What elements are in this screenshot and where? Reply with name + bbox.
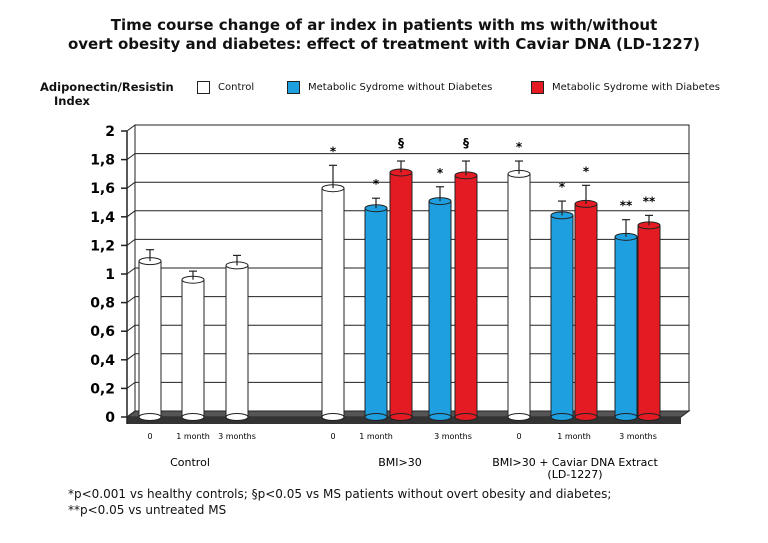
- bar-base: [507, 413, 531, 421]
- significance-marker: §: [398, 136, 404, 150]
- bar-base: [574, 413, 598, 421]
- y-tick-label: 1,2: [90, 238, 115, 254]
- gridline-side: [126, 353, 136, 361]
- legend-label-ms-with-diabetes: Metabolic Sydrome with Diabetes: [552, 81, 721, 93]
- bar-ms-without-diabetes: [614, 236, 638, 418]
- y-tick-label: 0,4: [90, 353, 115, 369]
- gridline-side: [126, 124, 136, 132]
- significance-marker: *: [516, 140, 523, 154]
- legend-item-control: Control: [197, 80, 254, 94]
- x-subgroup-label: 3 months: [218, 432, 256, 441]
- bar-base: [364, 413, 388, 421]
- bar-base: [389, 413, 413, 421]
- bar-base: [181, 413, 205, 421]
- chart-title: Time course change of ar index in patien…: [0, 16, 768, 54]
- bar-control: [138, 260, 162, 418]
- significance-marker: *: [330, 144, 337, 158]
- y-tick-label: 2: [105, 124, 115, 140]
- bar-base: [550, 413, 574, 421]
- y-tick-label: 0,2: [90, 381, 115, 397]
- gridline-side: [126, 181, 136, 189]
- x-subgroup-label: 3 months: [434, 432, 472, 441]
- bar-ms-with-diabetes: [637, 224, 661, 418]
- significance-marker: **: [643, 194, 656, 208]
- bar-base: [321, 413, 345, 421]
- y-axis-label: Adiponectin/Resistin Index: [40, 80, 190, 108]
- x-subgroup-label: 0: [516, 432, 521, 441]
- legend-swatch-ms-with-diabetes: [531, 80, 544, 94]
- y-tick-label: 0,8: [90, 296, 115, 312]
- significance-marker: *: [559, 180, 566, 194]
- x-subgroup-label: 1 month: [359, 432, 393, 441]
- x-subgroup-label: 1 month: [557, 432, 591, 441]
- y-tick-label: 1: [105, 267, 115, 283]
- bar-base: [138, 413, 162, 421]
- x-group-label: Control: [170, 456, 210, 469]
- bar-base: [614, 413, 638, 421]
- legend-item-ms-with-diabetes: Metabolic Sydrome with Diabetes: [531, 80, 720, 94]
- bar-ms-with-diabetes: [454, 174, 478, 418]
- bar-ms-without-diabetes: [364, 207, 388, 418]
- chart-title-line-1: Time course change of ar index in patien…: [110, 16, 658, 34]
- bar-ms-without-diabetes: [550, 214, 574, 418]
- bar-base: [637, 413, 661, 421]
- x-subgroup-label: 1 month: [176, 432, 210, 441]
- bar-ms-with-diabetes: [574, 203, 598, 418]
- bar-control: [507, 173, 531, 418]
- gridline-side: [126, 324, 136, 332]
- y-tick-label: 0: [105, 410, 115, 426]
- gridline-side: [126, 238, 136, 246]
- gridline-side: [126, 296, 136, 304]
- x-subgroup-label: 0: [147, 432, 152, 441]
- bar-ms-without-diabetes: [428, 200, 452, 418]
- gridline-side: [126, 267, 136, 275]
- bar-control: [225, 264, 249, 418]
- legend-swatch-ms-without-diabetes: [287, 80, 300, 94]
- significance-marker: **: [620, 199, 633, 213]
- significance-marker: *: [373, 177, 380, 191]
- footnote-line-1: *p<0.001 vs healthy controls; §p<0.05 vs…: [68, 487, 612, 501]
- significance-marker: §: [463, 136, 469, 150]
- y-tick-label: 0,6: [90, 324, 115, 340]
- y-tick-label: 1,6: [90, 181, 115, 197]
- x-subgroup-label: 0: [330, 432, 335, 441]
- gridline-side: [126, 381, 136, 389]
- gridline-side: [126, 153, 136, 161]
- y-axis-label-line-1: Adiponectin/Resistin: [40, 80, 174, 94]
- gridline-side: [126, 210, 136, 218]
- legend-swatch-control: [197, 80, 210, 94]
- bar-base: [225, 413, 249, 421]
- bar-ms-with-diabetes: [389, 171, 413, 418]
- x-subgroup-label: 3 months: [619, 432, 657, 441]
- bar-control: [321, 187, 345, 418]
- significance-marker: *: [583, 164, 590, 178]
- chart-title-line-2: overt obesity and diabetes: effect of tr…: [67, 35, 701, 53]
- x-group-label: BMI>30: [378, 456, 422, 469]
- bar-control: [181, 279, 205, 418]
- x-group-label: (LD-1227): [547, 468, 602, 481]
- bar-base: [428, 413, 452, 421]
- significance-marker: *: [437, 166, 444, 180]
- gridline-side: [126, 410, 136, 418]
- legend-label-ms-without-diabetes: Metabolic Sydrome without Diabetes: [308, 81, 493, 93]
- footnote-line-2: **p<0.05 vs untreated MS: [68, 503, 227, 517]
- legend-item-ms-without-diabetes: Metabolic Sydrome without Diabetes: [287, 80, 492, 94]
- bar-base: [454, 413, 478, 421]
- y-axis-label-line-2: Index: [54, 94, 90, 108]
- legend-label-control: Control: [218, 81, 255, 93]
- x-group-label: BMI>30 + Caviar DNA Extract: [492, 456, 658, 469]
- y-tick-label: 1,4: [90, 210, 115, 226]
- y-tick-label: 1,8: [90, 153, 115, 169]
- footnote: *p<0.001 vs healthy controls; §p<0.05 vs…: [68, 486, 758, 518]
